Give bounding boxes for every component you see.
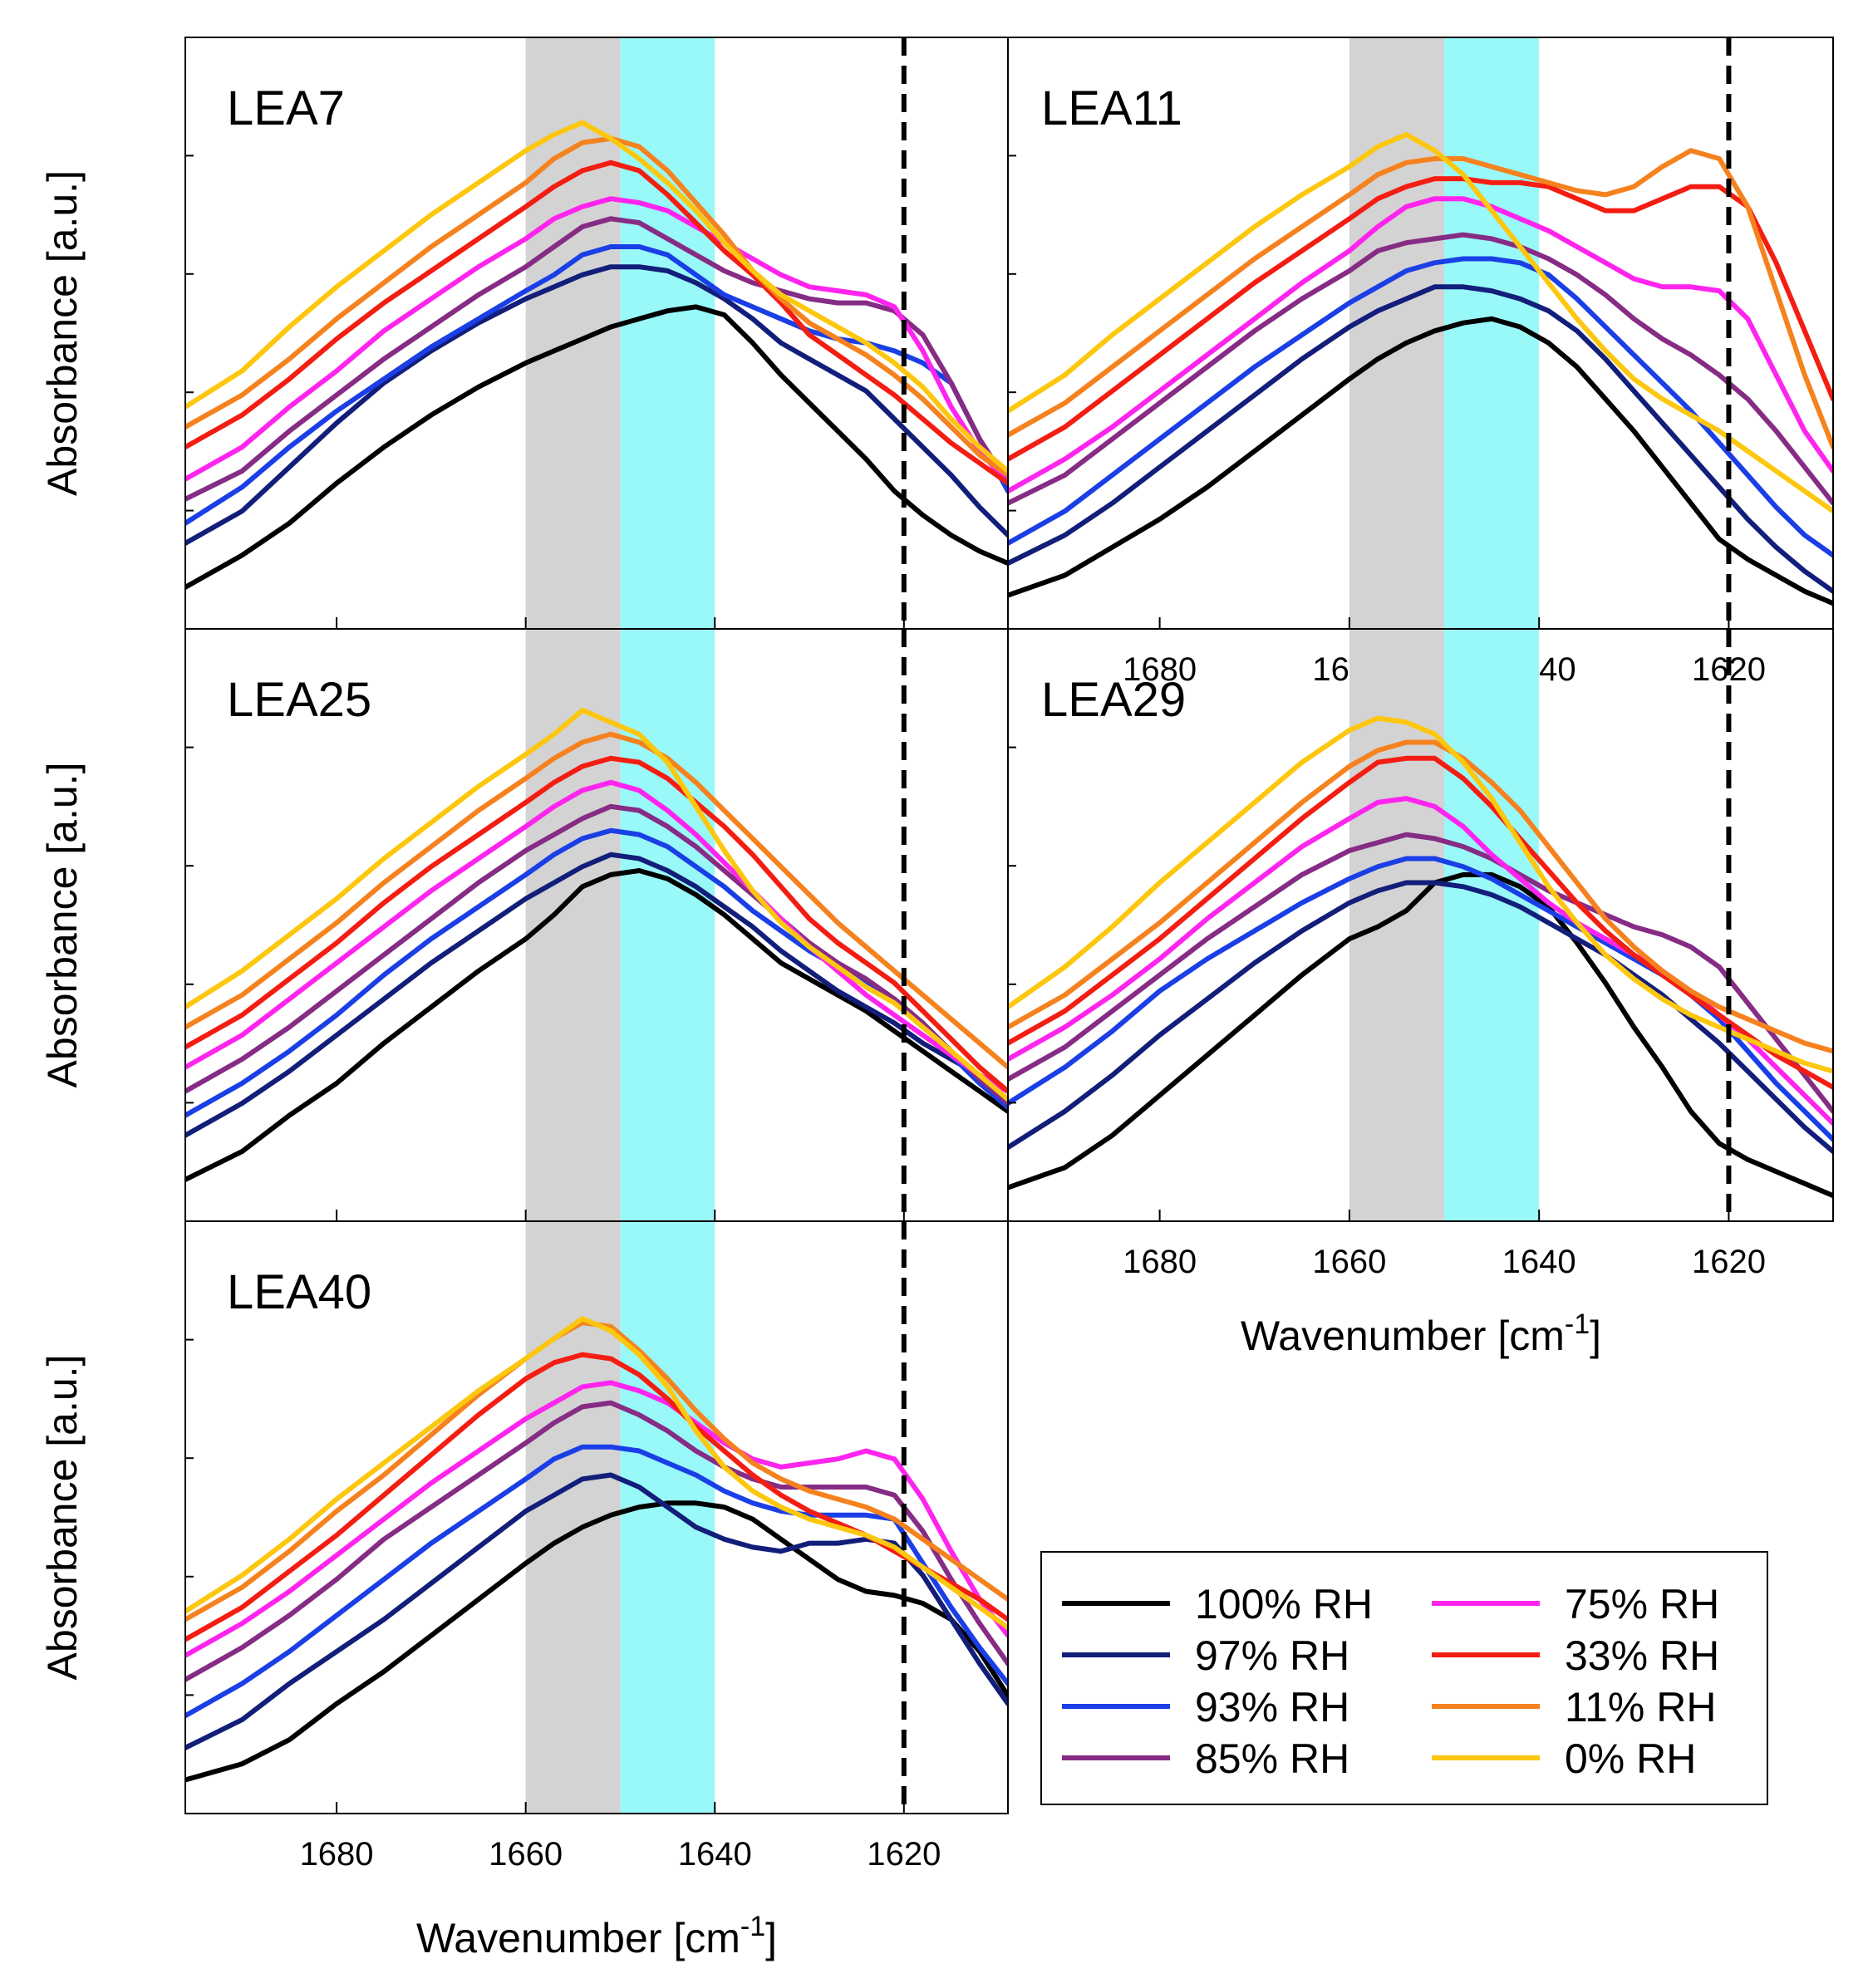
x-axis-label-end: ] — [765, 1915, 777, 1961]
band-1 — [620, 1221, 715, 1814]
legend: 100% RH 97% RH 93% RH 85% RH 75% RH 33% RH 11%… — [1040, 1551, 1768, 1805]
series-line-85-rh — [185, 803, 1008, 1107]
panel-title: LEA25 — [227, 673, 371, 727]
panel-lea29: 1680 1660 1640 1620 LEA29 — [1007, 628, 1834, 1280]
series-line-75-rh — [185, 196, 1008, 486]
x-axis-label-end: ] — [1590, 1313, 1601, 1359]
series-line-100-rh — [185, 304, 1008, 590]
legend-label: 100% RH — [1195, 1581, 1373, 1627]
legend-label: 75% RH — [1565, 1581, 1719, 1627]
series-line-97-rh — [185, 852, 1008, 1138]
series-line-11-rh — [185, 135, 1008, 478]
series-line-85-rh — [185, 1400, 1008, 1682]
series-line-97-rh — [185, 1472, 1008, 1750]
series-line-93-rh — [1008, 856, 1833, 1142]
legend-frame — [1040, 1551, 1768, 1805]
legend-label: 11% RH — [1565, 1684, 1716, 1730]
x-axis-label-text: Wavenumber [cm — [1241, 1313, 1565, 1359]
series-line-75-rh — [185, 779, 1008, 1094]
series-line-33-rh — [185, 160, 1008, 486]
x-axis-label-bottom: Wavenumber [cm-1] — [416, 1911, 777, 1961]
legend-label: 85% RH — [1195, 1735, 1349, 1782]
panel-frame — [184, 1220, 1009, 1814]
x-tick-label: 1640 — [1502, 1244, 1576, 1280]
panel-lea11: 1680166016401620LEA11 — [1007, 37, 1834, 688]
panel-lea40: 1680 1660 1640 1620 LEA40 Absorbance [a.u.] — [39, 1220, 1009, 1873]
x-axis-label-superscript: -1 — [740, 1911, 765, 1942]
series-line-0-rh — [185, 120, 1008, 474]
legend-label: 0% RH — [1565, 1735, 1696, 1782]
band-1 — [1444, 37, 1540, 629]
x-axis-label-text: Wavenumber [cm — [416, 1915, 740, 1961]
series-line-11-rh — [1008, 148, 1833, 450]
series-group — [185, 1316, 1008, 1783]
legend-label: 93% RH — [1195, 1684, 1349, 1730]
panel-title: LEA40 — [227, 1265, 371, 1319]
y-axis-label: Absorbance [a.u.] — [39, 763, 86, 1088]
band-1 — [620, 629, 715, 1221]
series-line-33-rh — [185, 755, 1008, 1094]
band-1 — [620, 37, 715, 629]
series-line-85-rh — [1008, 232, 1833, 506]
y-axis-label: Absorbance [a.u.] — [39, 1355, 86, 1681]
y-axis-label: Absorbance [a.u.] — [39, 170, 86, 496]
panel-lea7: LEA7 Absorbance [a.u.] — [39, 37, 1009, 630]
x-tick-label: 1660 — [1312, 1244, 1386, 1280]
panel-title: LEA11 — [1041, 81, 1182, 135]
x-tick-label: 1620 — [1692, 1244, 1766, 1280]
panel-lea25: LEA25 Absorbance [a.u.] — [39, 628, 1009, 1222]
x-tick-label: 1620 — [867, 1836, 941, 1873]
legend-label: 97% RH — [1195, 1632, 1349, 1679]
panel-title: LEA29 — [1041, 673, 1186, 727]
series-line-97-rh — [1008, 284, 1833, 594]
series-line-33-rh — [1008, 755, 1833, 1090]
series-group — [185, 707, 1008, 1182]
series-line-0-rh — [1008, 715, 1833, 1074]
x-tick-label: 1640 — [678, 1836, 752, 1873]
series-line-75-rh — [185, 1380, 1008, 1658]
band-0 — [1349, 629, 1445, 1221]
panel-frame — [1007, 628, 1834, 1222]
x-axis-label-superscript: -1 — [1565, 1308, 1590, 1340]
series-line-100-rh — [1008, 871, 1833, 1199]
series-line-93-rh — [1008, 256, 1833, 558]
series-line-100-rh — [185, 868, 1008, 1182]
series-line-0-rh — [185, 1316, 1008, 1630]
series-line-11-rh — [185, 1320, 1008, 1622]
x-tick-label: 1660 — [489, 1836, 563, 1873]
series-group — [185, 120, 1008, 590]
series-line-11-rh — [185, 731, 1008, 1070]
series-line-11-rh — [1008, 739, 1833, 1054]
x-tick-label: 1680 — [300, 1836, 374, 1873]
x-tick-label: 1680 — [1123, 651, 1197, 688]
series-line-97-rh — [1008, 880, 1833, 1155]
series-line-85-rh — [1008, 832, 1833, 1114]
panel-title: LEA7 — [227, 81, 345, 135]
band-1 — [1444, 629, 1540, 1221]
series-line-100-rh — [185, 1500, 1008, 1783]
x-tick-label: 1680 — [1123, 1244, 1197, 1280]
series-line-33-rh — [185, 1352, 1008, 1642]
series-line-97-rh — [185, 264, 1008, 546]
series-line-33-rh — [1008, 176, 1833, 462]
series-line-93-rh — [185, 244, 1008, 526]
series-line-100-rh — [1008, 316, 1833, 606]
legend-label: 33% RH — [1565, 1632, 1719, 1679]
series-line-0-rh — [185, 707, 1008, 1102]
series-group — [1008, 132, 1833, 606]
x-axis-label-right: Wavenumber [cm-1] — [1241, 1308, 1601, 1359]
series-line-0-rh — [1008, 132, 1833, 514]
series-group — [1008, 715, 1833, 1199]
